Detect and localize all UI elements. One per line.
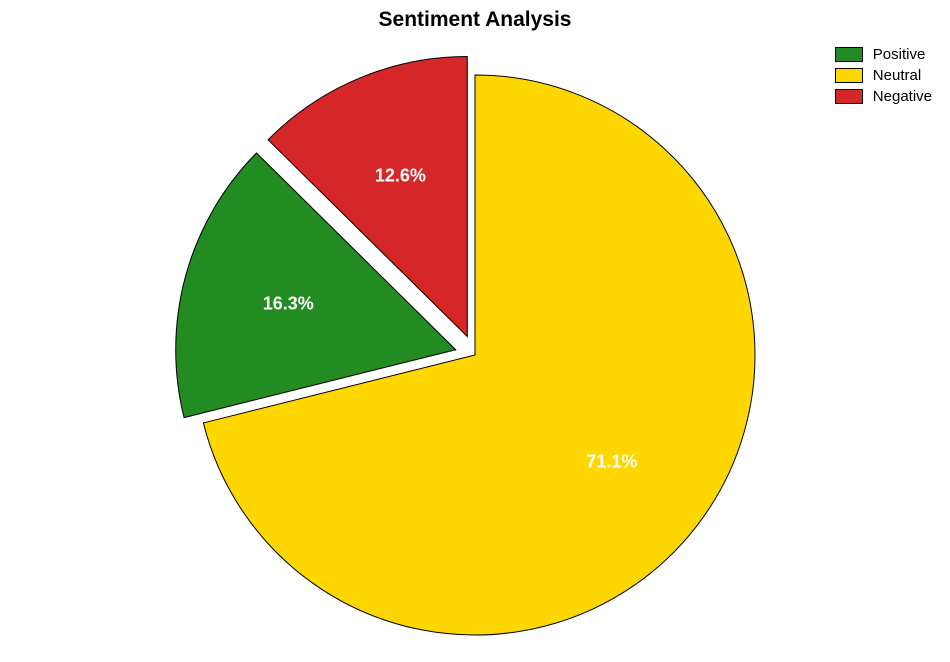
legend-swatch-negative [835,89,863,104]
slice-label-negative: 12.6% [375,166,426,187]
legend-item-positive: Positive [835,46,932,63]
legend-label-positive: Positive [873,46,926,63]
legend-item-negative: Negative [835,88,932,105]
slice-label-neutral: 71.1% [586,451,637,472]
slice-label-positive: 16.3% [263,293,314,314]
legend-swatch-neutral [835,68,863,83]
sentiment-pie-chart: Sentiment Analysis PositiveNeutralNegati… [0,0,950,662]
legend-label-negative: Negative [873,88,932,105]
legend-swatch-positive [835,47,863,62]
legend-label-neutral: Neutral [873,67,921,84]
legend-item-neutral: Neutral [835,67,932,84]
legend: Positive Neutral Negative [835,46,932,109]
pie-svg [0,0,950,662]
